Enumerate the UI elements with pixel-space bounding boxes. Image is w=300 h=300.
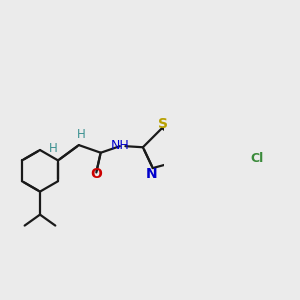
- Text: H: H: [77, 128, 86, 141]
- Text: O: O: [90, 167, 102, 181]
- Text: H: H: [49, 142, 58, 155]
- Text: N: N: [146, 167, 158, 181]
- Text: NH: NH: [110, 139, 129, 152]
- Text: S: S: [158, 117, 168, 131]
- Text: Cl: Cl: [250, 152, 263, 165]
